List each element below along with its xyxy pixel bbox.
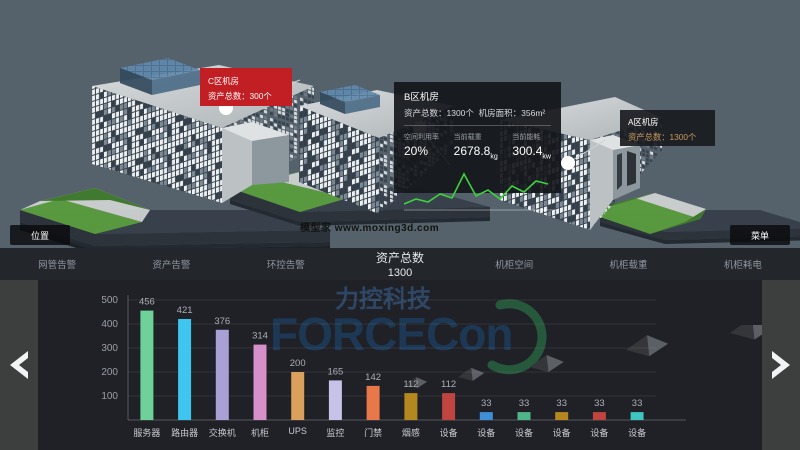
svg-text:33: 33 <box>632 398 643 409</box>
svg-text:112: 112 <box>441 379 456 390</box>
svg-text:33: 33 <box>481 398 492 409</box>
svg-text:33: 33 <box>556 398 567 409</box>
svg-text:300: 300 <box>101 343 118 354</box>
svg-text:142: 142 <box>365 372 381 383</box>
svg-text:100: 100 <box>101 391 118 402</box>
svg-text:456: 456 <box>139 297 155 308</box>
svg-text:33: 33 <box>594 398 605 409</box>
svg-text:200: 200 <box>101 367 118 378</box>
svg-text:200: 200 <box>290 358 306 369</box>
svg-text:376: 376 <box>214 316 230 327</box>
svg-text:314: 314 <box>252 331 268 342</box>
svg-text:33: 33 <box>519 398 530 409</box>
svg-text:165: 165 <box>327 366 343 377</box>
svg-text:500: 500 <box>101 295 118 306</box>
svg-text:400: 400 <box>101 319 118 330</box>
svg-text:421: 421 <box>177 305 193 316</box>
svg-text:112: 112 <box>403 379 418 390</box>
